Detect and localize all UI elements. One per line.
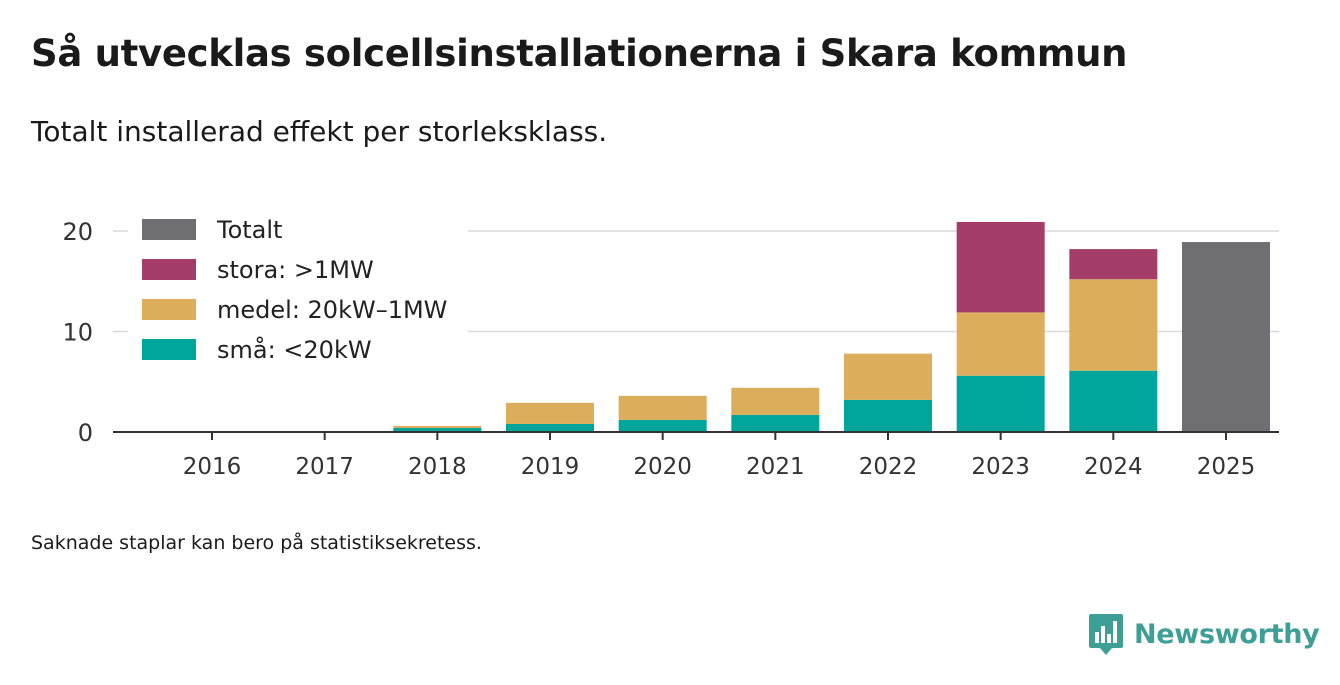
- chart-subtitle: Totalt installerad effekt per storlekskl…: [31, 115, 608, 148]
- x-tick-label-2017: 2017: [295, 454, 354, 480]
- legend-label-0: Totalt: [216, 216, 282, 244]
- bar-2018-medel: [393, 425, 482, 428]
- bar-2020-medel: [618, 395, 707, 420]
- legend-swatch-3: [142, 339, 196, 360]
- bar-2022-små: [844, 399, 932, 432]
- legend-swatch-1: [142, 259, 196, 280]
- x-tick-label-2016: 2016: [183, 454, 242, 480]
- bar-2024-små: [1069, 370, 1158, 432]
- y-tick-label-0: 0: [78, 419, 93, 447]
- bar-2025-Totalt: [1182, 242, 1270, 432]
- brand-name: Newsworthy: [1134, 618, 1320, 650]
- x-tick-label-2023: 2023: [971, 454, 1030, 480]
- bars: [393, 221, 1270, 432]
- bar-2024-medel: [1069, 279, 1158, 371]
- bar-2023-medel: [956, 312, 1045, 376]
- x-tick-label-2020: 2020: [633, 454, 692, 480]
- y-tick-label-20: 20: [62, 218, 93, 246]
- y-axis-ticks: 0 10 20: [62, 218, 93, 447]
- legend-swatch-0: [142, 219, 196, 240]
- bar-2021-små: [731, 414, 820, 432]
- x-tick-label-2022: 2022: [859, 454, 918, 480]
- bar-2023-stora: [956, 221, 1045, 313]
- bar-2018-små: [393, 427, 482, 432]
- legend: Totalt stora: >1MW medel: 20kW–1MW små: <20…: [128, 212, 468, 380]
- bar-2019-medel: [506, 402, 594, 424]
- footnote: Saknade staplar kan bero på statistiksek…: [31, 532, 482, 554]
- legend-label-3: små: <20kW: [217, 335, 372, 364]
- x-tick-label-2025: 2025: [1197, 454, 1256, 480]
- legend-swatch-2: [142, 299, 196, 320]
- x-tick-label-2024: 2024: [1084, 454, 1143, 480]
- bar-2020-små: [618, 419, 707, 432]
- x-tick-label-2018: 2018: [408, 454, 467, 480]
- x-tick-label-2019: 2019: [521, 454, 580, 480]
- x-tick-label-2021: 2021: [746, 454, 805, 480]
- newsworthy-bar-chart-speech-bubble-icon: [1089, 614, 1123, 655]
- chart-title: Så utvecklas solcellsinstallationerna i …: [31, 32, 1128, 75]
- bar-2019-små: [506, 423, 594, 432]
- bar-2021-medel: [731, 387, 820, 415]
- x-axis-ticks: 2016 2017 2018 2019 2020 2021 2022 2023 2024 2025: [183, 432, 1256, 480]
- bar-2024-stora: [1069, 249, 1158, 280]
- bar-2022-medel: [844, 353, 932, 400]
- legend-label-1: stora: >1MW: [217, 256, 374, 284]
- y-tick-label-10: 10: [62, 319, 93, 347]
- legend-label-2: medel: 20kW–1MW: [217, 296, 447, 324]
- brand-logo: Newsworthy: [1088, 612, 1320, 656]
- bar-2023-små: [956, 375, 1045, 432]
